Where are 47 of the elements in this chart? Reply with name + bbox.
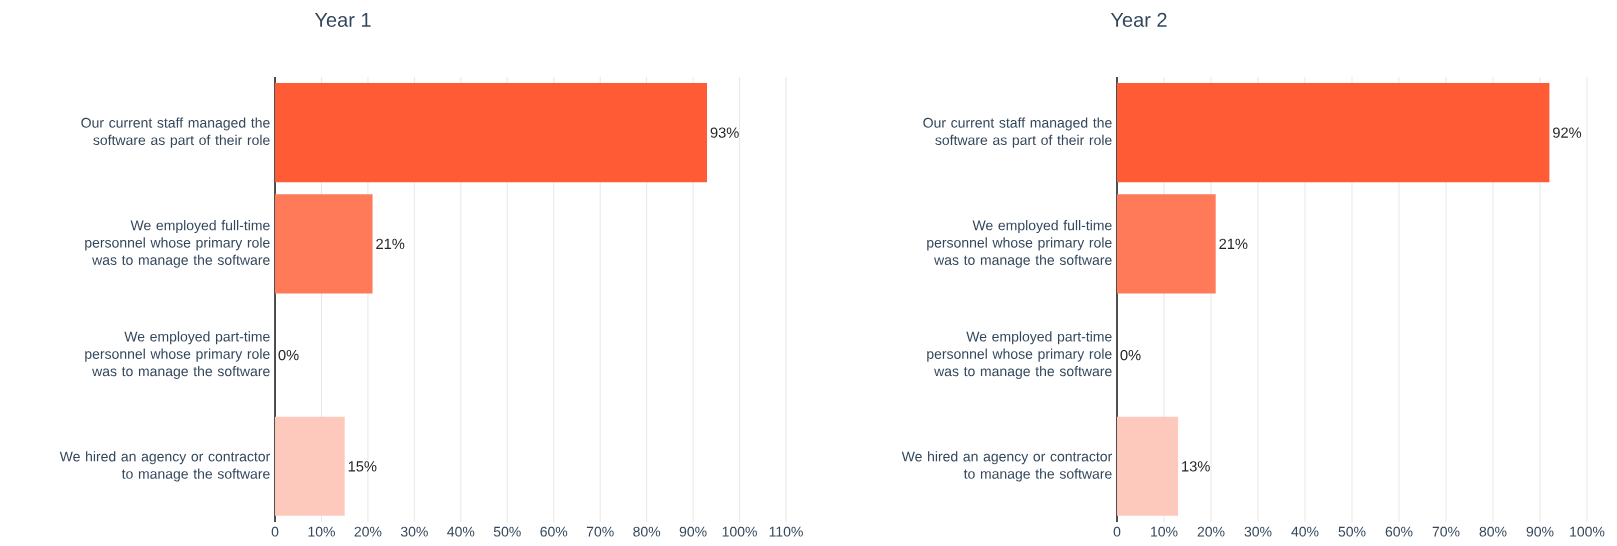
- x-tick-label: 90%: [679, 526, 707, 537]
- x-tick-label: 70%: [586, 526, 614, 537]
- x-tick-label: 60%: [540, 526, 568, 537]
- y-tick-label: Our current staff managed the software as part of their role: [81, 117, 270, 148]
- data-label: 92%: [1553, 127, 1582, 138]
- y-tick-label: We employed full-time personnel whose primary role was to manage the software: [927, 220, 1112, 268]
- data-label: 0%: [278, 349, 299, 361]
- data-label: 13%: [1182, 461, 1210, 472]
- bar: [1117, 416, 1179, 516]
- chart-title: Year 1: [314, 13, 371, 27]
- data-label: 21%: [1219, 238, 1248, 250]
- x-tick-label: 100%: [1570, 526, 1605, 537]
- y-tick-label: We employed part-time personnel whose primary role was to manage the software: [85, 331, 270, 379]
- bar: [275, 416, 345, 516]
- x-tick-label: 0: [271, 526, 279, 537]
- y-tick-label: Our current staff managed the software as part of their role: [923, 117, 1112, 148]
- data-label: 21%: [376, 238, 405, 250]
- data-label: 15%: [348, 461, 377, 472]
- x-tick-label: 40%: [1291, 526, 1319, 537]
- x-tick-label: 60%: [1385, 526, 1413, 537]
- x-tick-label: 20%: [1197, 526, 1225, 537]
- y-tick-label: We hired an agency or contractor to manage the software: [901, 451, 1113, 482]
- bar: [1117, 83, 1550, 183]
- data-label: 0%: [1120, 349, 1141, 361]
- x-tick-label: 10%: [1151, 526, 1178, 537]
- chart-title: Year 2: [1110, 12, 1167, 27]
- x-tick-label: 20%: [354, 526, 382, 537]
- x-tick-label: 90%: [1526, 526, 1554, 537]
- x-tick-label: 80%: [1479, 526, 1507, 537]
- x-tick-label: 100%: [722, 526, 757, 537]
- data-label: 93%: [710, 127, 739, 138]
- x-tick-label: 0: [1113, 526, 1121, 537]
- y-tick-label: We hired an agency or contractor to manage the software: [59, 451, 271, 482]
- x-tick-label: 50%: [493, 526, 521, 537]
- x-tick-label: 40%: [447, 526, 475, 537]
- x-tick-label: 30%: [1244, 526, 1272, 537]
- x-tick-label: 110%: [769, 526, 803, 537]
- bar: [275, 194, 373, 294]
- x-tick-label: 70%: [1432, 526, 1460, 537]
- x-tick-label: 80%: [633, 526, 661, 537]
- x-tick-label: 30%: [400, 526, 428, 537]
- y-tick-label: We employed full-time personnel whose primary role was to manage the software: [85, 220, 270, 268]
- bar: [1117, 194, 1216, 294]
- x-tick-label: 50%: [1338, 526, 1366, 537]
- x-tick-label: 10%: [308, 526, 335, 537]
- y-tick-label: We employed part-time personnel whose primary role was to manage the software: [927, 331, 1112, 379]
- bar: [275, 83, 708, 183]
